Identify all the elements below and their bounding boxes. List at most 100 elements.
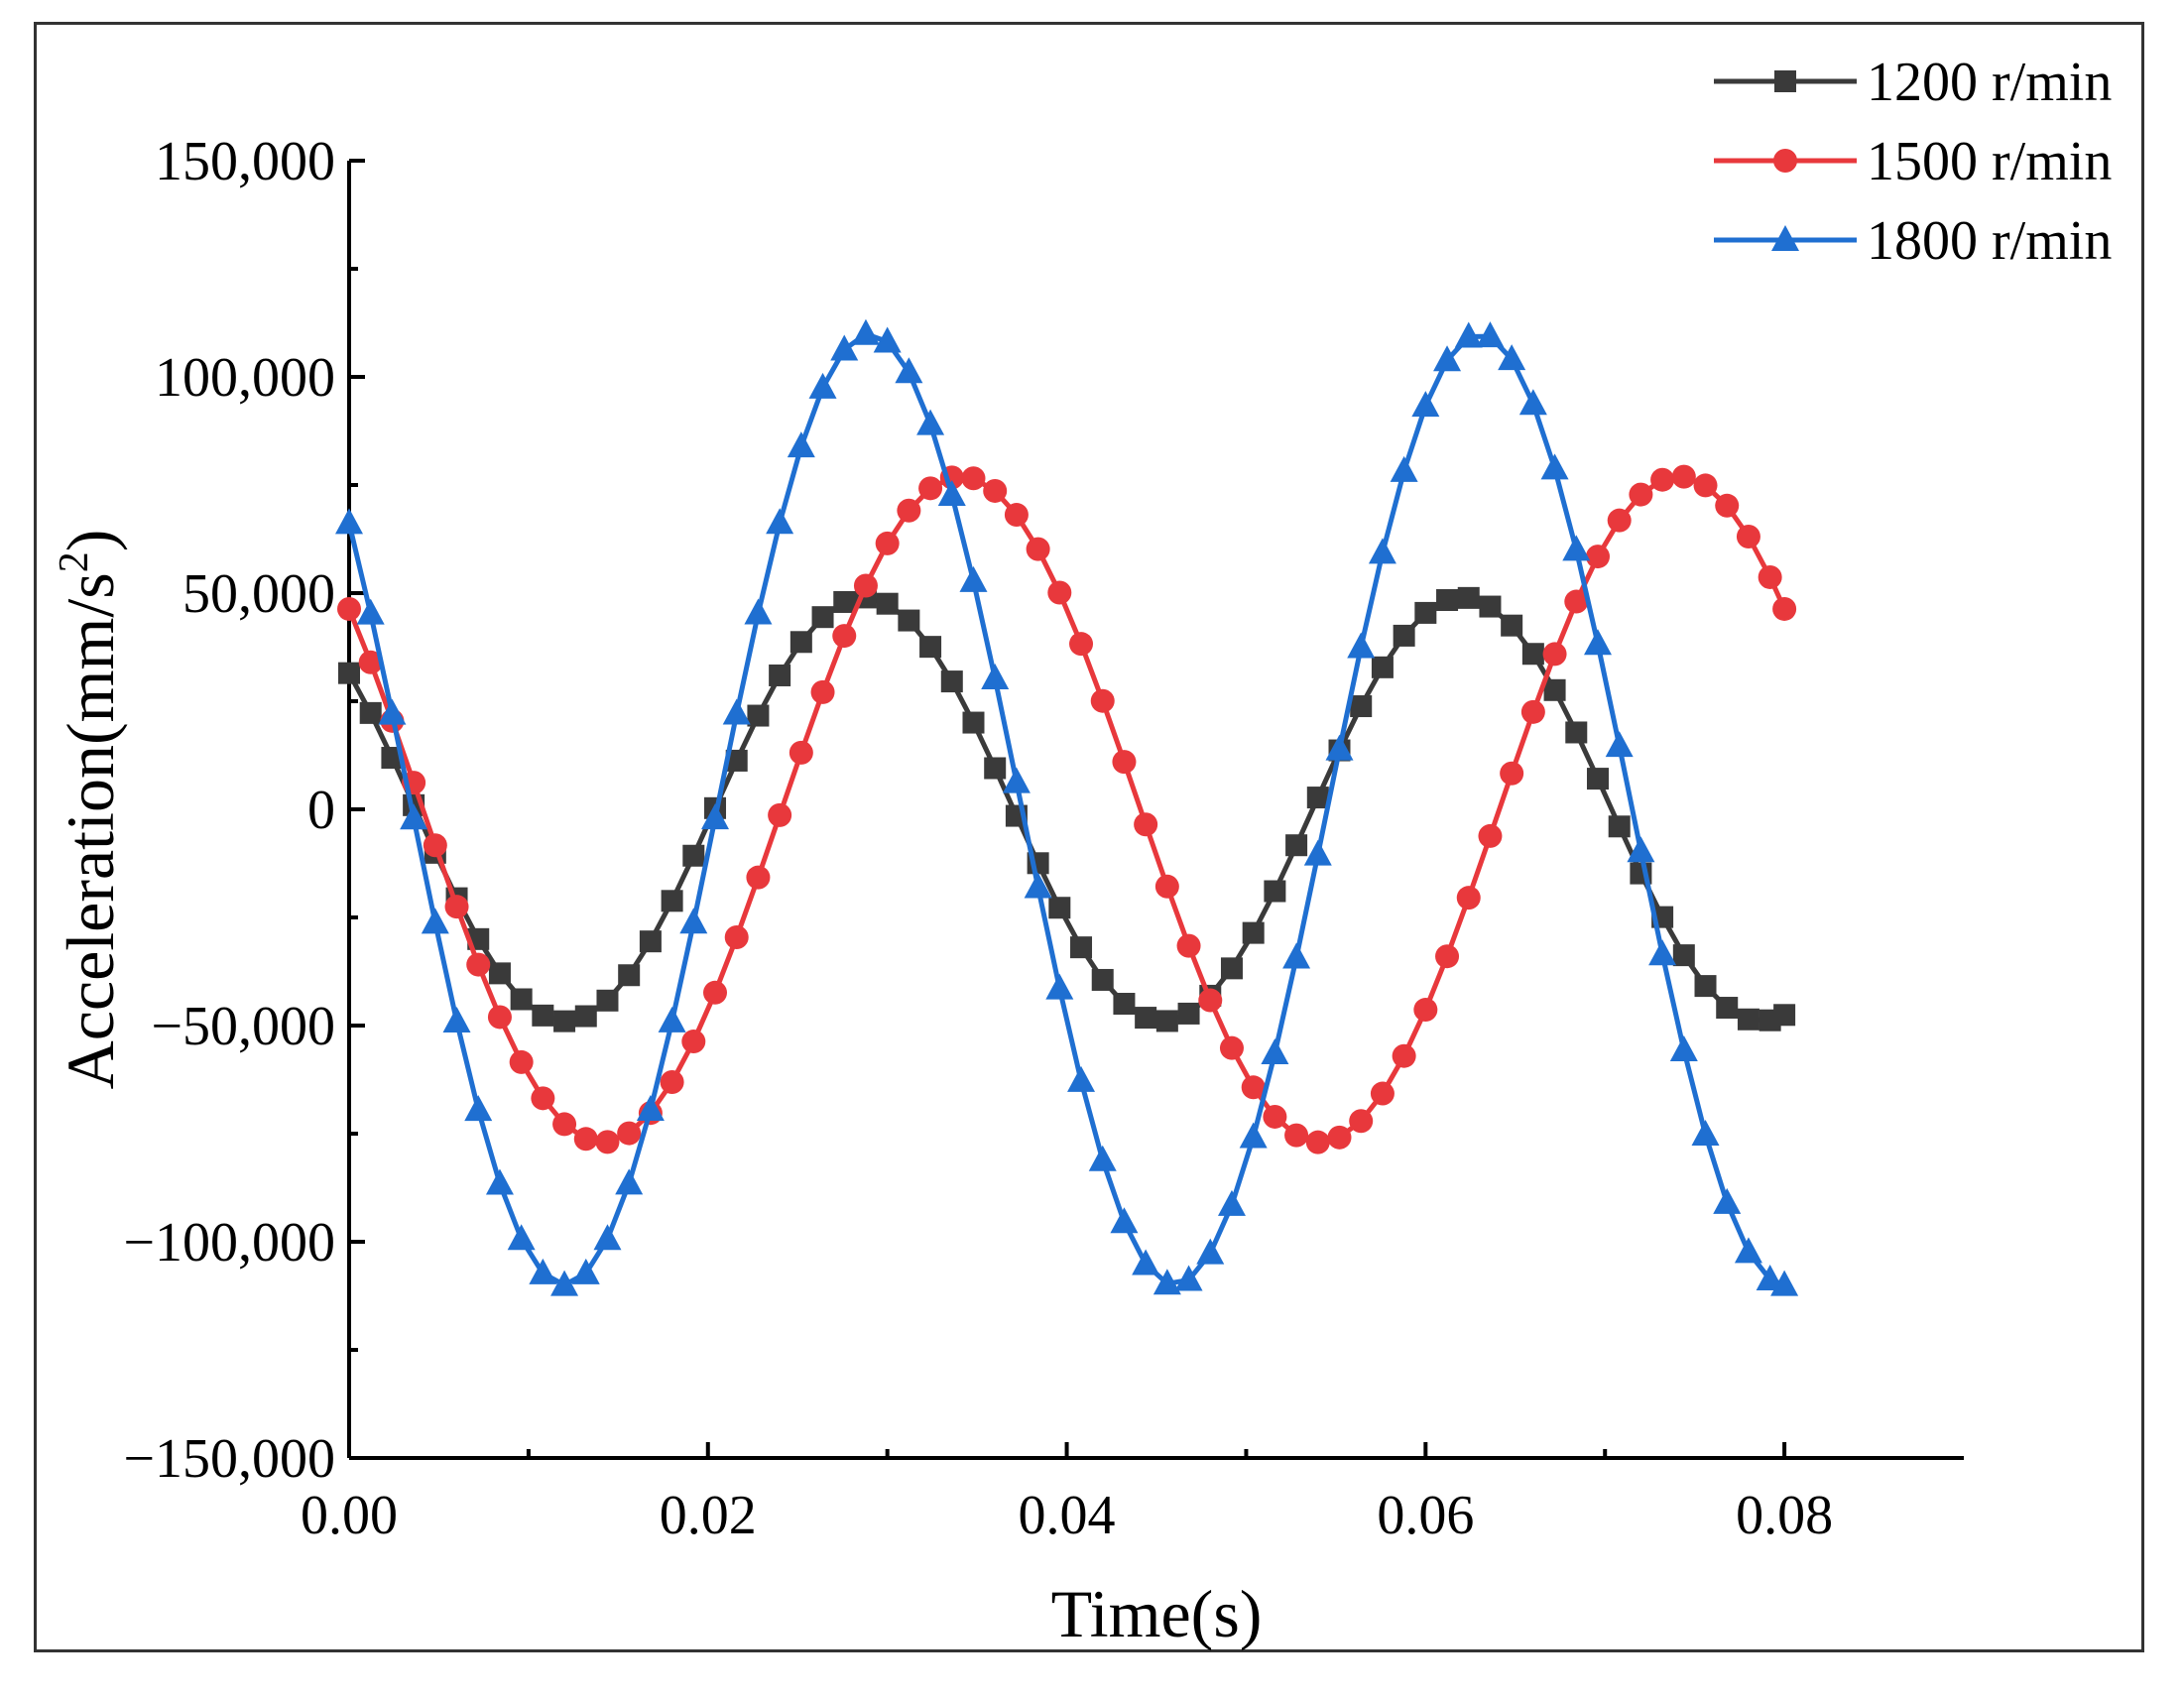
data-point [573, 1127, 598, 1152]
data-point [1565, 721, 1588, 744]
data-point [1562, 535, 1591, 561]
data-point [962, 711, 985, 734]
data-point [1349, 1109, 1374, 1134]
data-point [1174, 1265, 1203, 1291]
data-point [1694, 975, 1717, 998]
series-line [346, 331, 1786, 1288]
legend: 1200 r/min 1500 r/min 1800 r/min [1714, 52, 2112, 272]
data-point [1045, 973, 1074, 1000]
x-tick-label: 0.06 [1377, 1485, 1474, 1546]
data-point [359, 701, 382, 724]
data-point [1456, 886, 1481, 911]
data-point [464, 1095, 493, 1122]
data-point [1393, 624, 1415, 647]
data-point [725, 749, 748, 772]
data-point [507, 1224, 536, 1251]
data-point [338, 662, 360, 684]
data-point [832, 624, 857, 649]
x-tick-label: 0.08 [1736, 1485, 1833, 1546]
data-point [595, 1130, 620, 1154]
data-point [983, 478, 1008, 503]
legend-label: 1500 r/min [1867, 131, 2112, 192]
data-point [358, 650, 383, 674]
data-point [1325, 734, 1354, 761]
ticks: 0.00 0.02 0.04 0.06 0.08 −150,000 −100,000 −50,… [123, 131, 1833, 1546]
data-point [1737, 1008, 1759, 1031]
data-point [1153, 1269, 1181, 1295]
data-point [596, 989, 619, 1012]
data-point [442, 1007, 471, 1033]
data-point [1672, 944, 1695, 967]
y-tick-label: 0 [307, 780, 335, 841]
data-point [636, 1095, 665, 1122]
series-3 [335, 318, 1799, 1296]
data-point [1498, 344, 1526, 371]
data-point [1772, 596, 1797, 621]
data-point [876, 592, 899, 615]
data-point [1305, 1130, 1330, 1154]
data-point [1347, 632, 1376, 659]
data-point [851, 318, 880, 345]
data-point [509, 1049, 534, 1074]
y-axis-title-close: ) [53, 530, 128, 552]
data-point [789, 631, 812, 654]
data-point [487, 1005, 512, 1030]
data-point [660, 1070, 684, 1095]
data-point [1306, 787, 1329, 809]
data-point [1521, 643, 1544, 666]
data-point [1540, 453, 1569, 480]
data-point [895, 357, 923, 384]
data-point [1242, 921, 1265, 944]
data-point [574, 1005, 597, 1028]
data-point [810, 679, 835, 704]
data-point [615, 1168, 644, 1195]
series [335, 318, 1799, 1296]
data-point [703, 980, 728, 1005]
data-point [1176, 933, 1201, 958]
y-axis-title-main: Acceleration(mm/s [53, 572, 128, 1089]
data-point [1607, 508, 1632, 533]
data-point [1196, 1238, 1225, 1265]
data-point [808, 372, 837, 399]
data-point [747, 704, 770, 727]
data-point [593, 1224, 622, 1251]
data-point [1693, 473, 1718, 498]
data-point [1368, 538, 1396, 564]
data-point [1648, 939, 1677, 966]
legend-item-3: 1800 r/min [1714, 210, 2112, 272]
data-point [1134, 812, 1158, 837]
data-point [937, 479, 966, 506]
legend-item-2: 1500 r/min [1714, 131, 2112, 192]
data-point [1770, 1270, 1799, 1296]
data-point [1264, 880, 1286, 903]
data-point [553, 1010, 576, 1032]
data-point [1520, 699, 1545, 724]
data-point [940, 670, 963, 693]
data-point [1734, 1237, 1762, 1264]
data-point [1500, 761, 1524, 786]
data-point [1454, 321, 1483, 348]
data-point [552, 1112, 577, 1137]
data-point [1716, 997, 1739, 1020]
y-tick-label: 100,000 [155, 347, 335, 409]
y-tick-label: −100,000 [123, 1212, 335, 1274]
data-point [1048, 897, 1071, 919]
data-point [766, 508, 794, 535]
data-point [1002, 767, 1031, 793]
data-point [421, 908, 449, 934]
data-point [1671, 464, 1696, 489]
data-point [1350, 695, 1373, 718]
data-point [1608, 815, 1631, 838]
data-point [550, 1270, 579, 1296]
data-point [1669, 1035, 1698, 1062]
data-point [1715, 493, 1740, 518]
data-point [466, 952, 491, 977]
data-point [811, 606, 834, 629]
data-point [1392, 1043, 1416, 1068]
data-point [1132, 1249, 1160, 1275]
data-point [1629, 482, 1653, 507]
data-point [1090, 688, 1115, 713]
data-point [1370, 1081, 1395, 1106]
data-point [1004, 503, 1029, 528]
y-axis-title-superscript: 2 [52, 551, 97, 572]
